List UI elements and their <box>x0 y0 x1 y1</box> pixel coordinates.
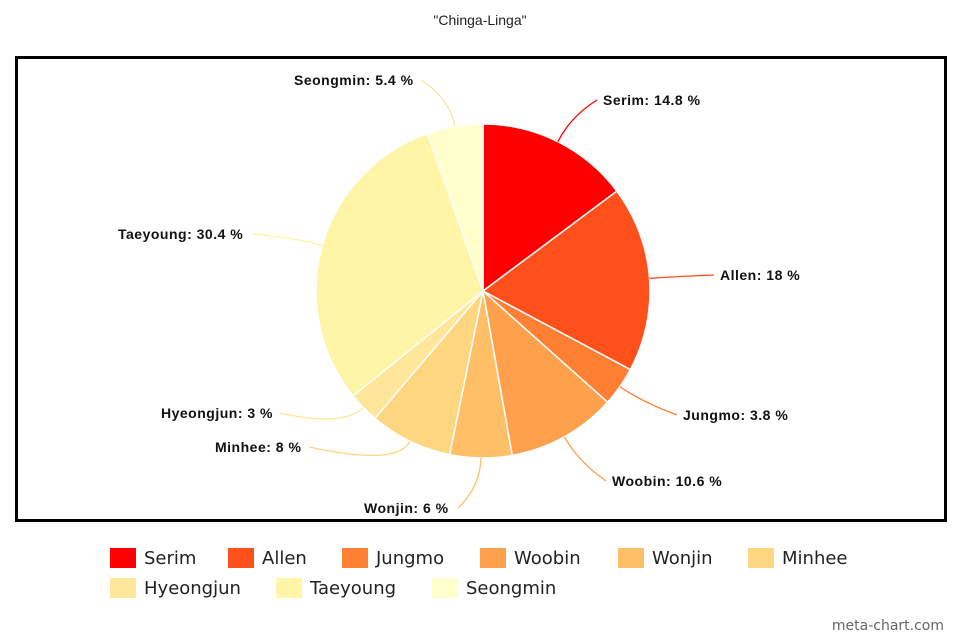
legend-label: Seongmin <box>466 577 557 599</box>
slice-label-allen: Allen: 18 % <box>720 267 800 283</box>
plot-area: Serim: 14.8 % Allen: 18 % Jungmo: 3.8 % Woo… <box>15 56 947 522</box>
legend-swatch <box>342 548 368 568</box>
legend-item-minhee: Minhee <box>748 546 848 570</box>
legend-label: Allen <box>262 547 307 569</box>
legend-item-wonjin: Wonjin <box>618 546 713 570</box>
legend-swatch <box>276 578 302 598</box>
leader-line-hyeongjun <box>279 407 364 420</box>
legend-label: Woobin <box>514 547 581 569</box>
chart-title: "Chinga-Linga" <box>433 12 527 28</box>
leader-line-seongmin <box>420 79 456 127</box>
leader-line-woobin <box>563 436 607 482</box>
leader-line-wonjin <box>457 457 482 509</box>
credit-text: meta-chart.com <box>831 618 944 634</box>
slice-label-woobin: Woobin: 10.6 % <box>612 473 722 489</box>
legend-item-jungmo: Jungmo <box>342 546 444 570</box>
leader-line-minhee <box>309 440 411 457</box>
legend-item-hyeongjun: Hyeongjun <box>110 576 241 600</box>
legend-item-taeyoung: Taeyoung <box>276 576 396 600</box>
pie-slice-taeyoung <box>315 132 484 397</box>
legend-swatch <box>110 548 136 568</box>
legend-swatch <box>110 578 136 598</box>
legend-label: Wonjin <box>652 547 713 569</box>
slice-label-serim: Serim: 14.8 % <box>603 92 701 108</box>
legend-swatch <box>480 548 506 568</box>
legend-item-woobin: Woobin <box>480 546 581 570</box>
slice-label-hyeongjun: Hyeongjun: 3 % <box>161 405 273 421</box>
pie-chart: Serim: 14.8 % Allen: 18 % Jungmo: 3.8 % Woo… <box>118 72 800 516</box>
legend-swatch <box>228 548 254 568</box>
slice-label-wonjin: Wonjin: 6 % <box>364 500 449 516</box>
legend-label: Minhee <box>782 547 848 569</box>
slice-label-taeyoung: Taeyoung: 30.4 % <box>118 226 243 242</box>
leader-line-serim <box>557 99 598 143</box>
legend-item-allen: Allen <box>228 546 307 570</box>
leader-line-jungmo <box>619 386 678 416</box>
legend-label: Serim <box>144 547 197 569</box>
legend-item-serim: Serim <box>110 546 196 570</box>
pie-slice-serim <box>482 123 618 293</box>
leader-line-taeyoung <box>253 233 323 247</box>
legend-label: Hyeongjun <box>144 577 241 599</box>
leader-line-allen <box>649 274 715 280</box>
legend-item-seongmin: Seongmin <box>432 576 556 600</box>
slice-label-jungmo: Jungmo: 3.8 % <box>683 407 788 423</box>
legend-label: Taeyoung <box>310 577 397 599</box>
pie-slice-woobin <box>481 288 609 457</box>
legend-swatch <box>432 578 458 598</box>
legend-swatch <box>748 548 774 568</box>
legend-swatch <box>618 548 644 568</box>
slice-label-minhee: Minhee: 8 % <box>215 439 301 455</box>
slice-label-seongmin: Seongmin: 5.4 % <box>294 72 414 88</box>
legend-label: Jungmo <box>376 547 445 569</box>
